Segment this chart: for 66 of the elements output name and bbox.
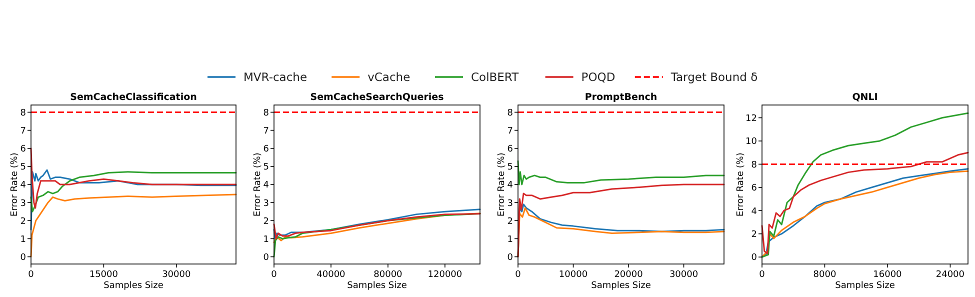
y-tick-label: 1 bbox=[507, 234, 513, 245]
y-tick-label: 7 bbox=[20, 126, 26, 136]
y-tick-label: 0 bbox=[20, 252, 26, 263]
y-tick-label: 7 bbox=[263, 126, 269, 136]
x-axis-title: Samples Size bbox=[835, 281, 896, 291]
y-tick-label: 1 bbox=[20, 234, 26, 245]
y-tick-label: 4 bbox=[263, 180, 270, 191]
x-tick-label: 20000 bbox=[614, 270, 644, 280]
y-tick-label: 2 bbox=[20, 216, 26, 227]
y-tick-label: 4 bbox=[20, 180, 26, 191]
y-tick-label: 2 bbox=[751, 230, 757, 240]
y-tick-label: 6 bbox=[751, 184, 758, 194]
chart-title: QNLI bbox=[852, 92, 878, 103]
x-tick-label: 15000 bbox=[89, 270, 118, 280]
y-tick-label: 1 bbox=[263, 234, 269, 245]
chart-title: SemCacheSearchQueries bbox=[310, 92, 444, 103]
legend-label: ColBERT bbox=[471, 70, 520, 84]
x-tick-label: 0 bbox=[759, 270, 766, 280]
y-tick-label: 2 bbox=[507, 216, 513, 227]
legend-label: Target Bound δ bbox=[670, 70, 758, 84]
y-tick-label: 5 bbox=[20, 162, 26, 173]
x-axis-title: Samples Size bbox=[104, 281, 164, 291]
y-tick-label: 8 bbox=[751, 160, 758, 170]
y-tick-label: 8 bbox=[263, 108, 270, 118]
x-tick-label: 16000 bbox=[873, 270, 902, 280]
y-tick-label: 8 bbox=[507, 108, 514, 118]
y-tick-label: 6 bbox=[20, 144, 26, 155]
x-tick-label: 40000 bbox=[316, 270, 346, 280]
legend-label: vCache bbox=[368, 70, 410, 84]
x-tick-label: 10000 bbox=[558, 270, 588, 280]
y-tick-label: 3 bbox=[263, 198, 269, 209]
x-axis-title: Samples Size bbox=[347, 281, 408, 291]
y-tick-label: 3 bbox=[20, 198, 26, 209]
y-tick-label: 10 bbox=[746, 137, 758, 148]
y-tick-label: 5 bbox=[507, 162, 513, 173]
y-tick-label: 2 bbox=[263, 216, 269, 227]
y-tick-label: 0 bbox=[751, 253, 758, 264]
y-tick-label: 4 bbox=[507, 180, 514, 191]
y-tick-label: 6 bbox=[507, 144, 514, 155]
x-tick-label: 30000 bbox=[669, 270, 698, 280]
y-axis-title: Error Rate (%) bbox=[497, 152, 507, 216]
chart-title: SemCacheClassification bbox=[70, 92, 198, 103]
y-tick-label: 12 bbox=[746, 114, 757, 124]
y-tick-label: 6 bbox=[263, 144, 270, 155]
x-tick-label: 120000 bbox=[428, 270, 462, 280]
y-tick-label: 5 bbox=[263, 162, 269, 173]
y-axis-title: Error Rate (%) bbox=[253, 152, 263, 216]
chart-title: PromptBench bbox=[584, 92, 658, 103]
x-tick-label: 24000 bbox=[936, 270, 965, 280]
legend-label: MVR-cache bbox=[244, 70, 308, 84]
x-tick-label: 0 bbox=[271, 270, 278, 280]
y-tick-label: 0 bbox=[507, 252, 514, 263]
y-axis-title: Error Rate (%) bbox=[736, 152, 746, 216]
x-axis-title: Samples Size bbox=[591, 281, 652, 291]
x-tick-label: 30000 bbox=[162, 270, 191, 280]
x-tick-label: 0 bbox=[515, 270, 522, 280]
legend-label: POQD bbox=[581, 70, 616, 84]
y-axis-title: Error Rate (%) bbox=[10, 152, 20, 216]
y-tick-label: 0 bbox=[263, 252, 270, 263]
y-tick-label: 3 bbox=[507, 198, 513, 209]
y-tick-label: 8 bbox=[20, 108, 26, 118]
x-tick-label: 0 bbox=[28, 270, 34, 280]
y-tick-label: 4 bbox=[751, 206, 758, 217]
x-tick-label: 80000 bbox=[374, 270, 403, 280]
y-tick-label: 7 bbox=[507, 126, 513, 136]
x-tick-label: 8000 bbox=[813, 270, 836, 280]
